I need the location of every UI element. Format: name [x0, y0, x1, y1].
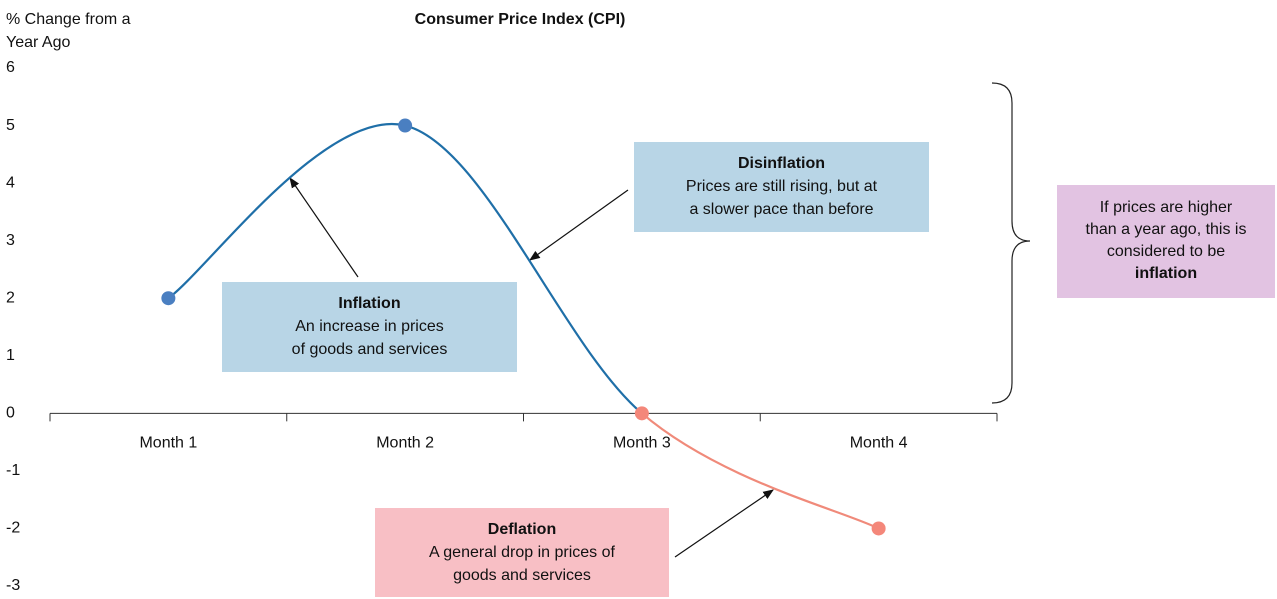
y-tick-label: 1: [6, 347, 15, 364]
x-tick-label: Month 4: [850, 435, 908, 452]
annotation-box: [375, 508, 669, 597]
y-axis-label: Year Ago: [6, 34, 70, 51]
side-note-box: [1057, 185, 1275, 298]
annotation-text: goods and services: [453, 567, 591, 584]
annotation-arrow: [674, 489, 774, 558]
x-tick-label: Month 1: [139, 435, 197, 452]
annotation-text: An increase in prices: [295, 318, 444, 335]
side-note-text: If prices are higher: [1100, 199, 1233, 216]
annotation-text: of goods and services: [292, 341, 448, 358]
y-tick-label: 6: [6, 59, 15, 76]
data-point: [871, 521, 886, 536]
annotation-box: [222, 282, 517, 372]
x-tick-label: Month 3: [613, 435, 671, 452]
x-tick-label: Month 2: [376, 435, 434, 452]
annotation-title: Inflation: [338, 295, 400, 312]
brace: [991, 82, 1031, 404]
line-segment: [404, 124, 643, 415]
data-point: [161, 291, 176, 306]
y-tick-label: -3: [6, 577, 20, 594]
y-tick-label: 2: [6, 289, 15, 306]
data-point: [398, 118, 413, 133]
y-axis-label: % Change from a: [6, 11, 131, 28]
line-segment: [641, 412, 880, 530]
annotation-arrow: [529, 189, 629, 261]
y-tick-label: 5: [6, 117, 15, 134]
annotation-text: a slower pace than before: [689, 201, 873, 218]
y-tick-label: 4: [6, 174, 15, 191]
data-point: [634, 406, 649, 421]
chart-title: Consumer Price Index (CPI): [415, 11, 626, 28]
annotation-box: [634, 142, 929, 232]
annotation-title: Disinflation: [738, 155, 825, 172]
side-note-text: than a year ago, this is: [1086, 221, 1247, 238]
annotation-text: Prices are still rising, but at: [686, 178, 878, 195]
y-tick-label: 0: [6, 405, 15, 422]
side-note-text: considered to be: [1107, 243, 1225, 260]
line-segment: [167, 122, 406, 300]
annotation-text: A general drop in prices of: [429, 544, 615, 561]
annotation-title: Deflation: [488, 521, 556, 538]
y-tick-label: 3: [6, 232, 15, 249]
annotation-arrow: [289, 177, 359, 278]
y-tick-label: -2: [6, 520, 20, 537]
y-tick-label: -1: [6, 462, 20, 479]
side-note-emphasis: inflation: [1135, 265, 1197, 282]
